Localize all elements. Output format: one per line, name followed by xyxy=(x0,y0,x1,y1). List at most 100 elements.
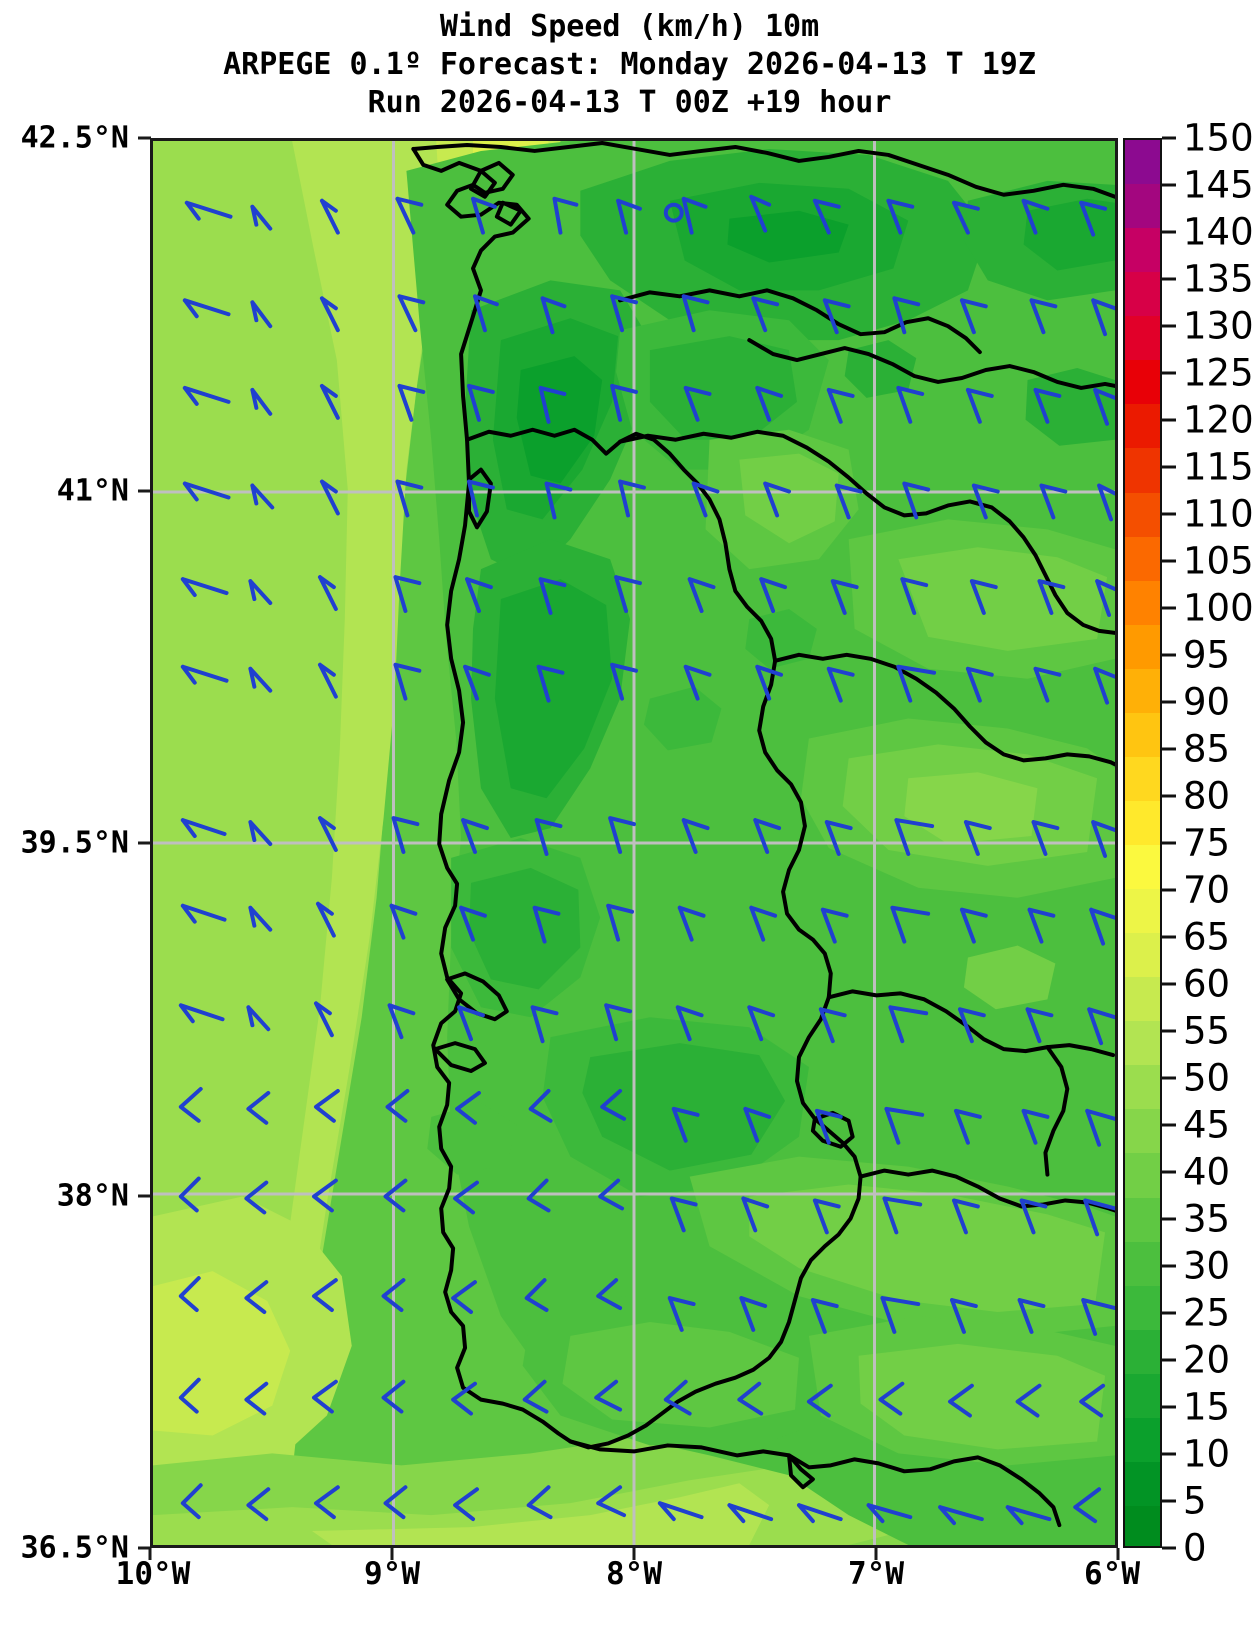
wind-barb xyxy=(896,664,937,703)
colorbar-tick-label: 60 xyxy=(1183,962,1231,1006)
wind-barb xyxy=(743,1106,772,1143)
wind-barb xyxy=(1079,200,1108,237)
colorbar-tick-label: 105 xyxy=(1183,539,1254,583)
wind-barb xyxy=(616,198,642,235)
wind-barb xyxy=(810,1298,839,1334)
wind-barb xyxy=(383,1485,408,1520)
wind-barb xyxy=(818,1007,847,1044)
wind-barb xyxy=(1073,1487,1102,1524)
colorbar-tick-label: 80 xyxy=(1183,774,1231,818)
wind-barb xyxy=(1017,1298,1046,1334)
colorbar-segment xyxy=(1125,1021,1160,1066)
wind-barb xyxy=(1005,1505,1052,1526)
wind-barb xyxy=(681,196,708,235)
wind-barb xyxy=(594,1379,623,1412)
wind-barb xyxy=(248,666,273,693)
wind-barb xyxy=(753,818,782,854)
wind-barb xyxy=(465,577,493,613)
colorbar-tickmark xyxy=(1162,653,1176,657)
colorbar-tickmark xyxy=(1162,277,1176,281)
colorbar-tick-label: 75 xyxy=(1183,821,1231,865)
wind-barb xyxy=(610,383,638,422)
wind-barb xyxy=(751,296,780,333)
colorbar-segment xyxy=(1125,889,1160,934)
wind-barb xyxy=(248,579,273,606)
colorbar-tickmark xyxy=(1162,747,1176,751)
wind-barb xyxy=(391,816,420,854)
wind-barb xyxy=(536,664,565,703)
wind-barb xyxy=(614,575,642,613)
colorbar-tickmark xyxy=(1162,1217,1176,1221)
wind-barb xyxy=(938,1505,984,1526)
wind-barb xyxy=(959,907,988,944)
chart-title-line-2: ARPEGE 0.1º Forecast: Monday 2026-04-13 … xyxy=(223,47,1036,82)
chart-title-line-1: Wind Speed (km/h) 10m xyxy=(439,9,820,44)
wind-barb xyxy=(812,198,841,235)
wind-barb xyxy=(385,1088,410,1123)
colorbar-segment xyxy=(1125,1153,1160,1198)
wind-barb xyxy=(381,1278,406,1312)
wind-barb xyxy=(796,1503,843,1524)
colorbar-tickmark xyxy=(1162,465,1176,469)
wind-barb xyxy=(1015,1383,1042,1418)
colorbar-tick-label: 0 xyxy=(1183,1526,1207,1570)
map-plot-area[interactable] xyxy=(150,138,1118,1548)
wind-barb xyxy=(948,1383,974,1418)
wind-barb xyxy=(178,1003,225,1024)
colorbar-tick-label: 90 xyxy=(1183,680,1231,724)
wind-barb xyxy=(749,194,772,233)
wind-barb xyxy=(395,196,424,235)
wind-barb xyxy=(1033,387,1062,424)
colorbar-segment xyxy=(1125,933,1160,978)
wind-barb xyxy=(180,664,229,685)
colorbar-tick-label: 45 xyxy=(1183,1103,1231,1147)
wind-barb xyxy=(312,1178,338,1213)
wind-barb xyxy=(552,196,579,235)
colorbar-segment xyxy=(1125,1197,1160,1242)
colorbar-segment xyxy=(1125,536,1160,581)
wind-barb xyxy=(246,1090,271,1125)
colorbar-tickmark xyxy=(1162,1546,1176,1550)
y-tickmark xyxy=(138,841,151,845)
colorbar-segment xyxy=(1125,1241,1160,1286)
wind-barb xyxy=(892,296,921,335)
colorbar-segment xyxy=(1125,800,1160,845)
colorbar-segment xyxy=(1125,1065,1160,1110)
wind-barb xyxy=(1029,298,1058,335)
wind-barb xyxy=(312,1379,338,1414)
colorbar-tickmark xyxy=(1162,559,1176,563)
colorbar-tick-label: 65 xyxy=(1183,915,1231,959)
x-tick-label-4: 6°W xyxy=(1084,1556,1140,1592)
colorbar-segment xyxy=(1125,1461,1160,1506)
wind-barb xyxy=(250,483,275,510)
wind-barb xyxy=(244,1180,269,1215)
x-tick-label-2: 8°W xyxy=(606,1556,662,1592)
x-tickmark xyxy=(148,1548,152,1560)
colorbar-segment xyxy=(1125,492,1160,537)
wind-barb xyxy=(894,818,935,856)
wind-barb xyxy=(526,1178,551,1213)
x-tick-label-0: 10°W xyxy=(115,1556,191,1592)
wind-barb xyxy=(317,662,338,699)
wind-barb xyxy=(691,481,720,518)
wind-barb xyxy=(1039,483,1068,520)
wind-barb xyxy=(675,1005,704,1042)
wind-barb xyxy=(606,903,634,942)
wind-barb xyxy=(683,385,712,422)
wind-barb xyxy=(1089,907,1115,946)
colorbar-tickmark xyxy=(1162,1264,1176,1268)
colorbar[interactable]: 0 5 10 15 20 25 30 35 40 45 50 55 60 65 70 75 80 85 90 95 10… xyxy=(1123,120,1254,1567)
colorbar-segment xyxy=(1125,272,1160,317)
colorbar-tickmark xyxy=(1162,230,1176,234)
wind-barb xyxy=(182,385,231,406)
colorbar-tickmark xyxy=(1162,700,1176,704)
colorbar-tick-label: 5 xyxy=(1183,1479,1207,1523)
wind-barb xyxy=(886,198,915,235)
wind-barb xyxy=(759,577,788,613)
colorbar-tickmark xyxy=(1162,982,1176,986)
wind-barb xyxy=(737,1381,764,1416)
wind-barb xyxy=(250,300,273,329)
colorbar-segment xyxy=(1125,1417,1160,1462)
wind-barb xyxy=(1087,1007,1115,1046)
wind-barb xyxy=(657,1501,704,1522)
